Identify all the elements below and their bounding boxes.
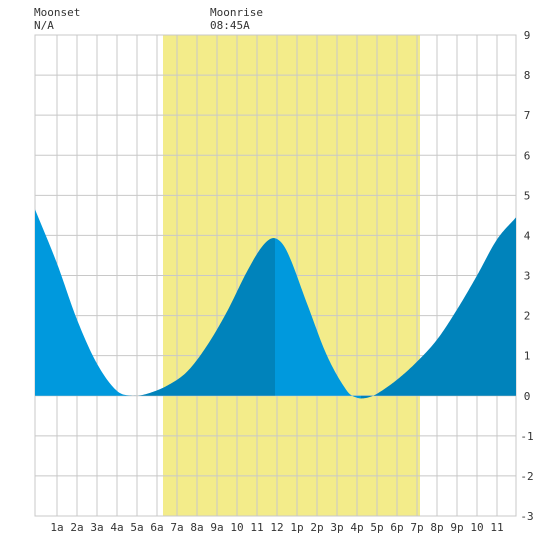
y-tick-label: -3 — [520, 510, 533, 523]
y-axis: -3 -2 -1 0 1 2 3 4 5 6 7 8 9 — [520, 29, 533, 523]
x-tick-label: 10 — [230, 521, 243, 534]
tide-area — [35, 209, 516, 399]
moonrise-label: Moonrise — [210, 6, 263, 19]
moonrise-time: 08:45A — [210, 19, 250, 32]
x-tick-label: 1p — [290, 521, 303, 534]
tide-area-segment — [133, 238, 275, 396]
x-tick-label: 4a — [110, 521, 123, 534]
y-tick-label: 0 — [524, 390, 531, 403]
x-tick-label: 8p — [430, 521, 443, 534]
tide-area-segment — [35, 209, 133, 396]
x-tick-label: 6p — [390, 521, 403, 534]
x-tick-label: 3p — [330, 521, 343, 534]
x-tick-label: 11 — [490, 521, 503, 534]
tide-area-segment — [275, 238, 361, 399]
x-tick-label: 3a — [90, 521, 103, 534]
x-tick-label: 7a — [170, 521, 183, 534]
x-tick-label: 5a — [130, 521, 143, 534]
x-tick-label: 9p — [450, 521, 463, 534]
y-tick-label: 1 — [524, 350, 531, 363]
x-tick-label: 6a — [150, 521, 163, 534]
y-tick-label: -2 — [520, 470, 533, 483]
x-tick-label: 1a — [50, 521, 63, 534]
moonrise-block: Moonrise 08:45A — [210, 6, 263, 32]
x-tick-label: 7p — [410, 521, 423, 534]
x-tick-label: 5p — [370, 521, 383, 534]
y-tick-label: 8 — [524, 69, 531, 82]
x-tick-label: 12 — [270, 521, 283, 534]
x-tick-label: 11 — [250, 521, 263, 534]
y-tick-label: 2 — [524, 310, 531, 323]
y-tick-label: -1 — [520, 430, 533, 443]
moonset-block: Moonset N/A — [34, 6, 80, 32]
x-tick-label: 8a — [190, 521, 203, 534]
y-tick-label: 9 — [524, 29, 531, 42]
y-tick-label: 7 — [524, 109, 531, 122]
x-tick-label: 2a — [70, 521, 83, 534]
y-tick-label: 3 — [524, 270, 531, 283]
y-tick-label: 4 — [524, 229, 531, 242]
y-tick-label: 5 — [524, 189, 531, 202]
x-tick-label: 4p — [350, 521, 363, 534]
x-tick-label: 9a — [210, 521, 223, 534]
x-tick-label: 10 — [470, 521, 483, 534]
moonset-label: Moonset — [34, 6, 81, 19]
x-tick-label: 2p — [310, 521, 323, 534]
moonset-time: N/A — [34, 19, 54, 32]
x-axis: 1a 2a 3a 4a 5a 6a 7a 8a 9a 10 11 12 1p 2p 3p 4p 5p 6p 7p 8p… — [50, 521, 503, 534]
tide-area-segment — [361, 217, 516, 399]
y-tick-label: 6 — [524, 149, 531, 162]
